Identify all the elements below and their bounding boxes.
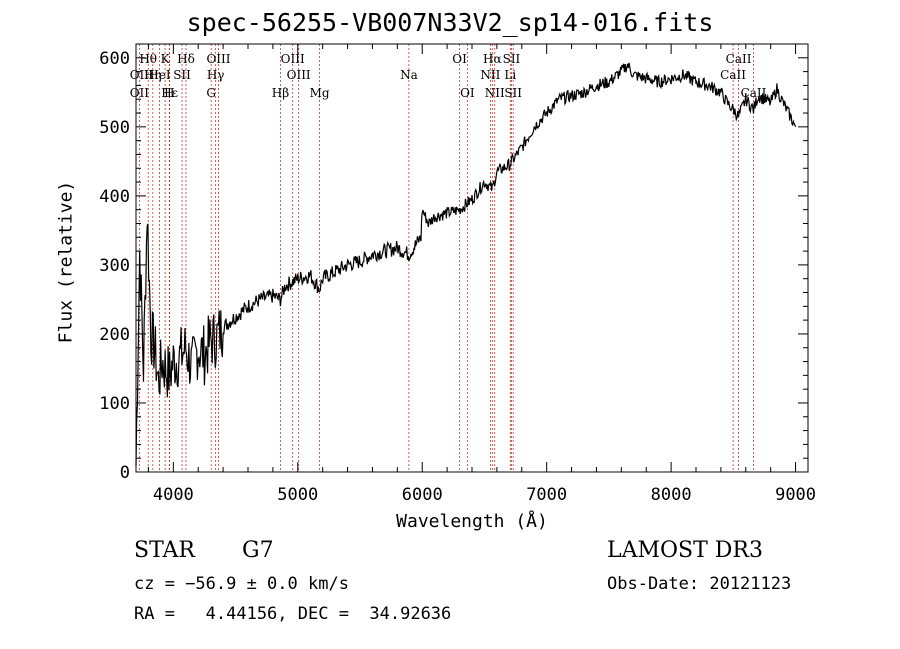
spectral-line-label: OIII bbox=[206, 52, 230, 66]
spectral-line-label: Na bbox=[400, 68, 418, 82]
y-tick-label: 200 bbox=[99, 325, 130, 345]
spectral-line-label: K bbox=[161, 52, 171, 66]
spectral-line-label: SII bbox=[173, 68, 191, 82]
y-axis-label: Flux (relative) bbox=[55, 180, 77, 344]
spectral-line-label: NII bbox=[480, 68, 500, 82]
x-tick-label: 9000 bbox=[775, 485, 816, 505]
spectral-line-label: Hθ bbox=[139, 52, 157, 66]
spectral-line-label: OI bbox=[452, 52, 467, 66]
spectral-line-label: OIII bbox=[287, 68, 311, 82]
spectral-line-label: Hα bbox=[483, 52, 502, 66]
spectral-line-label: Hγ bbox=[207, 68, 225, 82]
spectral-line-label: NII bbox=[485, 86, 505, 100]
spectral-line-label: OII bbox=[130, 86, 150, 100]
y-tick-label: 400 bbox=[99, 187, 130, 207]
spectral-line-label: SII bbox=[503, 52, 521, 66]
y-tick-label: 0 bbox=[120, 463, 130, 483]
spectral-line-label: Hη bbox=[144, 68, 162, 82]
redshift-cz: cz = −56.9 ± 0.0 km/s bbox=[134, 574, 349, 594]
spectral-line-label: SII bbox=[504, 86, 522, 100]
x-tick-label: 5000 bbox=[277, 485, 318, 505]
spectral-line-label: HeI bbox=[148, 68, 171, 82]
flux-series-line bbox=[135, 62, 797, 466]
object-type: STAR bbox=[134, 538, 195, 563]
x-tick-label: 4000 bbox=[153, 485, 194, 505]
y-tick-label: 300 bbox=[99, 256, 130, 276]
x-tick-label: 6000 bbox=[402, 485, 443, 505]
x-axis-label: Wavelength (Å) bbox=[396, 511, 548, 532]
spectral-line-label: CaII bbox=[720, 68, 746, 82]
axis-ticks: 4000 5000 6000 7000 8000 9000 0 100 200 300 400 500… bbox=[99, 44, 816, 505]
chart-title: spec-56255-VB007N33V2_sp14-016.fits bbox=[186, 8, 714, 37]
object-subclass: G7 bbox=[242, 538, 274, 563]
spectral-line-label: Hβ bbox=[272, 86, 289, 100]
spectral-line-label: Mg bbox=[310, 86, 330, 100]
observation-date: Obs-Date: 20121123 bbox=[607, 574, 792, 594]
x-tick-label: 7000 bbox=[526, 485, 567, 505]
survey-name: LAMOST DR3 bbox=[607, 538, 763, 563]
spectral-line-label: CaII bbox=[741, 86, 767, 100]
spectral-line-label: CaII bbox=[726, 52, 752, 66]
y-tick-label: 600 bbox=[99, 49, 130, 69]
spectral-line-markers bbox=[138, 44, 754, 472]
plot-frame bbox=[135, 43, 809, 473]
spectral-line-label: H bbox=[164, 86, 174, 100]
spectral-line-label: OII bbox=[130, 68, 150, 82]
spectral-line-label: Hδ bbox=[177, 52, 195, 66]
spectral-line-label: G bbox=[206, 86, 216, 100]
x-tick-label: 8000 bbox=[651, 485, 692, 505]
spectral-line-label: Li bbox=[504, 68, 516, 82]
spectral-line-label: Hε bbox=[161, 86, 178, 100]
y-tick-label: 100 bbox=[99, 394, 130, 414]
ra-dec: RA = 4.44156, DEC = 34.92636 bbox=[134, 604, 452, 624]
spectral-line-label: OI bbox=[460, 86, 475, 100]
y-tick-label: 500 bbox=[99, 118, 130, 138]
spectral-line-label: OIII bbox=[281, 52, 305, 66]
